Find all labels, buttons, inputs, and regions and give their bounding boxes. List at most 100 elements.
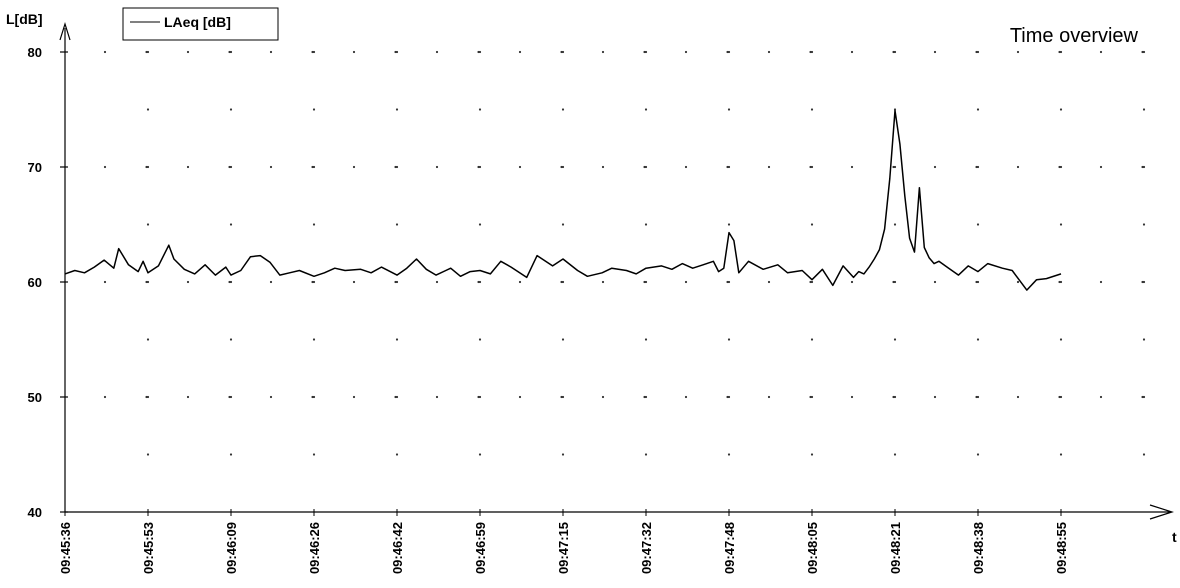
grid-dot: [601, 395, 605, 399]
grid-dot: [644, 453, 648, 456]
grid-dot: [435, 50, 439, 54]
x-tick-label: 09:48:05: [805, 522, 820, 574]
grid-dot: [560, 280, 563, 284]
grid-dot: [975, 165, 978, 169]
grid-dot: [228, 165, 231, 169]
grid-dot: [312, 338, 316, 341]
grid-dot: [1142, 223, 1146, 226]
grid-dot: [394, 395, 397, 399]
grid-dot: [103, 50, 107, 54]
grid-dot: [1059, 338, 1063, 341]
grid-dot: [560, 50, 563, 54]
grid-dot: [810, 223, 814, 226]
grid-dot: [892, 395, 895, 399]
grid-dot: [518, 395, 522, 399]
grid-dot: [269, 50, 273, 54]
y-tick-labels: 40 50 60 70 80: [28, 45, 68, 520]
grid-dot: [809, 165, 812, 169]
grid-dot: [435, 165, 439, 169]
y-tick-label: 40: [28, 505, 42, 520]
grid-dot: [601, 50, 605, 54]
grid-dot: [394, 50, 397, 54]
grid-dot: [518, 165, 522, 169]
grid-dot: [477, 280, 480, 284]
grid-dot: [1142, 108, 1146, 111]
grid-dot: [229, 453, 233, 456]
grid-dot: [684, 165, 688, 169]
grid-dot: [810, 453, 814, 456]
grid-dot: [394, 280, 397, 284]
grid-dot: [1099, 395, 1103, 399]
x-axis-label: t: [1172, 529, 1177, 545]
y-tick-label: 80: [28, 45, 42, 60]
grid-dot: [146, 338, 150, 341]
grid-dot: [145, 165, 148, 169]
grid-dot: [644, 108, 648, 111]
grid-dot: [644, 223, 648, 226]
x-tick-label: 09:45:53: [141, 522, 156, 574]
x-tick-labels: 09:45:36 09:45:53 09:46:09 09:46:26 09:46:42…: [58, 509, 1069, 574]
grid-dot: [892, 165, 895, 169]
grid-dot: [518, 50, 522, 54]
grid-dot: [643, 395, 646, 399]
grid-dot: [186, 165, 190, 169]
grid-dot: [352, 50, 356, 54]
grid-dot: [311, 165, 314, 169]
grid-dot: [518, 280, 522, 284]
grid-dot: [145, 50, 148, 54]
grid-dot: [560, 165, 563, 169]
grid-dot: [726, 165, 729, 169]
grid-dot: [767, 50, 771, 54]
grid-dot: [228, 50, 231, 54]
grid-dot: [810, 108, 814, 111]
grid-dot: [477, 395, 480, 399]
grid-dot: [228, 395, 231, 399]
grid-dot: [809, 50, 812, 54]
grid-dot: [1016, 50, 1020, 54]
grid-dot: [727, 223, 731, 226]
grid-dot: [810, 338, 814, 341]
grid-dot: [103, 395, 107, 399]
grid-dot: [892, 50, 895, 54]
grid-dot: [1016, 280, 1020, 284]
grid-dot: [726, 280, 729, 284]
grid-dot: [1141, 165, 1144, 169]
grid-dot: [976, 108, 980, 111]
grid-dot: [478, 453, 482, 456]
grid-dot: [684, 280, 688, 284]
grid-dot: [311, 280, 314, 284]
y-tick-label: 50: [28, 390, 42, 405]
x-tick-label: 09:46:26: [307, 522, 322, 574]
y-axis-label: L[dB]: [6, 11, 43, 27]
grid-dot: [1058, 395, 1061, 399]
grid-dot: [850, 165, 854, 169]
grid-dot: [644, 338, 648, 341]
x-tick-label: 09:46:59: [473, 522, 488, 574]
grid-dot: [186, 395, 190, 399]
grid-dot: [893, 338, 897, 341]
grid-dot: [684, 395, 688, 399]
grid-dot: [394, 165, 397, 169]
grid-dot: [601, 165, 605, 169]
grid-dot: [976, 338, 980, 341]
grid-dot: [1142, 338, 1146, 341]
grid-dot: [727, 453, 731, 456]
chart-title: Time overview: [1010, 25, 1139, 47]
grid-dot: [352, 395, 356, 399]
grid-dot: [976, 453, 980, 456]
grid-dot: [228, 280, 231, 284]
y-axis-arrow: [59, 21, 71, 41]
grid-dot: [435, 280, 439, 284]
grid-dot: [229, 108, 233, 111]
grid-dot: [1059, 223, 1063, 226]
x-tick-label: 09:46:42: [390, 522, 405, 574]
grid-dot: [561, 223, 565, 226]
grid-dot: [1099, 280, 1103, 284]
grid-dot: [975, 280, 978, 284]
grid-dot: [1099, 165, 1103, 169]
grid-dot: [975, 395, 978, 399]
x-tick-label: 09:48:55: [1054, 522, 1069, 574]
y-tick-label: 60: [28, 275, 42, 290]
grid-dot: [103, 280, 107, 284]
